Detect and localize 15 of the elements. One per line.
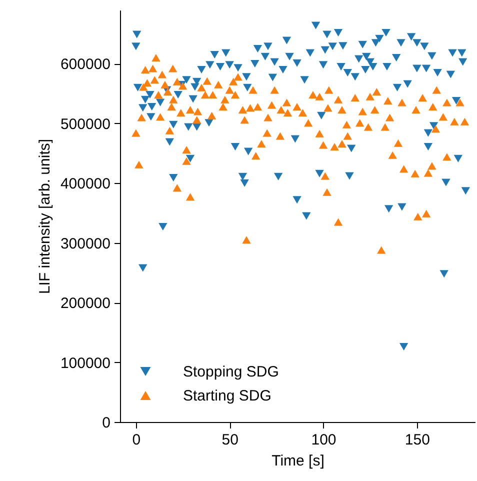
y-tick-label: 300000 (60, 235, 110, 252)
y-tick-label: 400000 (60, 176, 110, 193)
y-axis-title: LIF intensity [arb. units] (36, 138, 54, 294)
x-tick-label: 50 (222, 432, 238, 448)
x-tick-label: 0 (132, 432, 141, 448)
x-tick-label: 100 (311, 432, 336, 448)
legend-label: Stopping SDG (183, 364, 279, 380)
x-tick-label: 150 (404, 432, 430, 448)
x-axis-title: Time [s] (272, 452, 324, 470)
y-tick-label: 500000 (60, 116, 110, 133)
y-tick-label: 600000 (60, 56, 110, 74)
y-tick-label: 0 (102, 414, 110, 432)
legend-label: Starting SDG (183, 388, 272, 404)
y-tick-label: 200000 (60, 295, 110, 312)
y-tick-label: 100000 (60, 354, 110, 372)
